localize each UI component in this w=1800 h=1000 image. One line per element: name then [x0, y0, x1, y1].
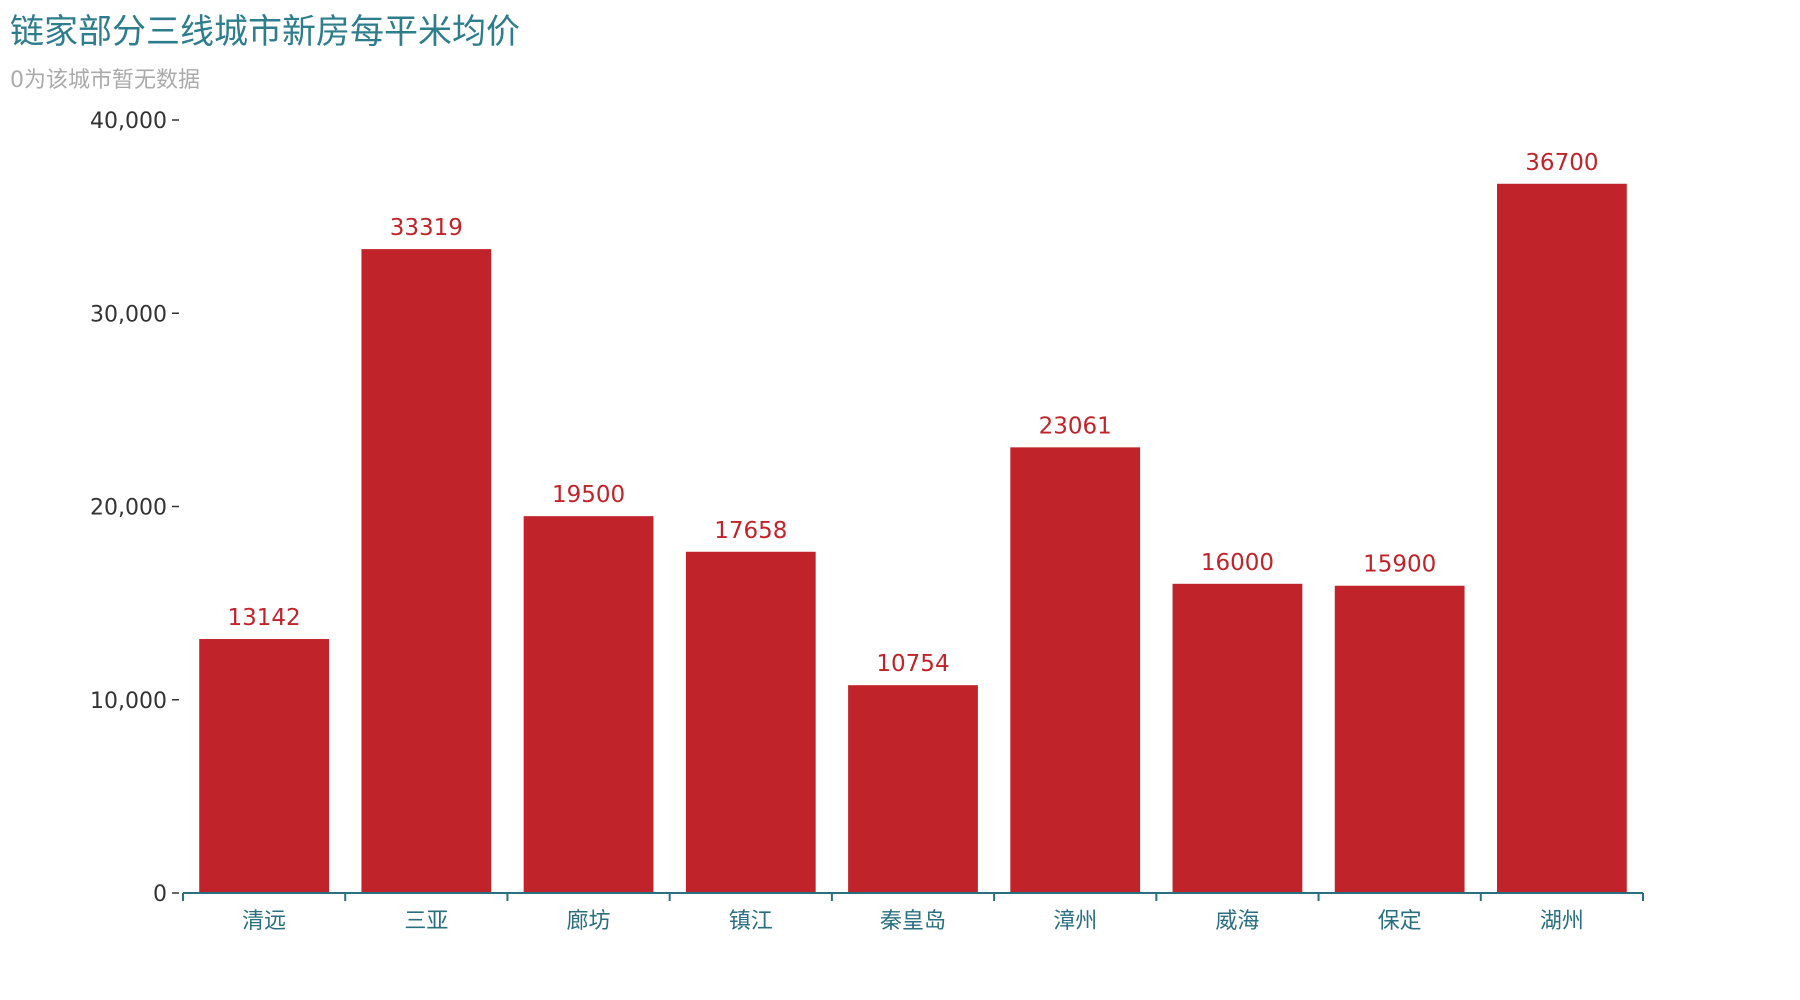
- bar-1[interactable]: [361, 249, 491, 893]
- x-tick-label: 廊坊: [567, 909, 611, 934]
- data-label: 13142: [228, 605, 301, 631]
- x-tick-label: 秦皇岛: [880, 909, 946, 934]
- y-tick-label: 40,000: [90, 109, 167, 134]
- y-axis: 0 10,000 20,000 30,000 40,000: [90, 109, 179, 907]
- bar-2[interactable]: [524, 516, 654, 893]
- data-label: 17658: [714, 518, 787, 544]
- data-label: 33319: [390, 215, 463, 241]
- data-label: 16000: [1201, 550, 1274, 576]
- x-tick-label: 威海: [1215, 909, 1259, 934]
- x-axis: 清远 三亚 廊坊 镇江 秦皇岛 漳州 威海 保定 湖州: [183, 893, 1643, 934]
- data-label: 10754: [876, 651, 949, 677]
- bar-5[interactable]: [1010, 447, 1140, 893]
- bar-0[interactable]: [199, 639, 329, 893]
- y-tick-label: 10,000: [90, 689, 167, 714]
- y-tick-label: 20,000: [90, 496, 167, 521]
- data-label: 19500: [552, 482, 625, 508]
- y-tick-label: 30,000: [90, 302, 167, 327]
- bar-4[interactable]: [848, 685, 978, 893]
- x-tick-label: 三亚: [404, 909, 448, 934]
- data-label: 23061: [1039, 413, 1112, 439]
- x-tick-label: 漳州: [1053, 909, 1097, 934]
- bar-3[interactable]: [686, 552, 816, 893]
- y-tick-label: 0: [153, 882, 167, 907]
- data-label: 36700: [1525, 150, 1598, 176]
- data-label: 15900: [1363, 552, 1436, 578]
- x-tick-label: 镇江: [729, 909, 773, 934]
- x-tick-label: 保定: [1378, 909, 1422, 934]
- bar-6[interactable]: [1173, 584, 1303, 893]
- bar-7[interactable]: [1335, 586, 1465, 893]
- x-tick-label: 清远: [242, 909, 286, 934]
- bar-8[interactable]: [1497, 184, 1627, 893]
- bars: [199, 184, 1627, 893]
- x-tick-label: 湖州: [1540, 909, 1584, 934]
